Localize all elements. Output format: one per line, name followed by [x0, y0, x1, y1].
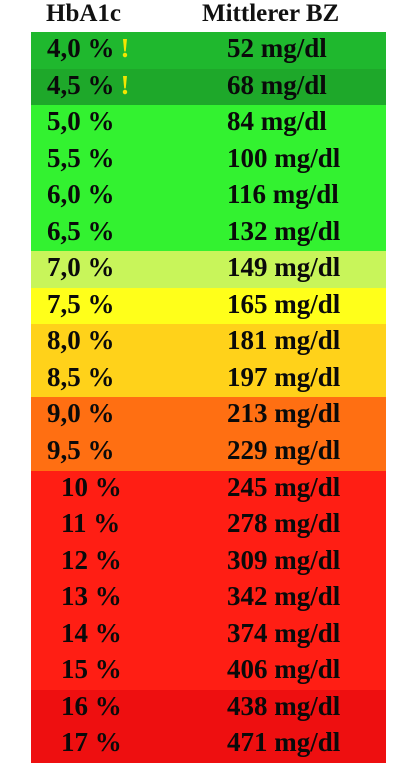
hba1c-value: 7,5 %: [47, 288, 115, 319]
header-hba1c: HbA1c: [46, 0, 121, 27]
hba1c-value: 9,5 %: [47, 435, 115, 466]
blood-glucose-value: 309 mg/dl: [227, 544, 341, 575]
hba1c-value: 14 %: [61, 617, 122, 648]
warning-mark: !: [120, 33, 130, 63]
table-row: 9,0 % 213 mg/dl: [31, 397, 386, 435]
blood-glucose-value: 213 mg/dl: [227, 398, 341, 429]
table-row: 4,5 %! 68 mg/dl: [31, 68, 386, 106]
blood-glucose-value: 116 mg/dl: [227, 179, 339, 210]
blood-glucose-value: 278 mg/dl: [227, 508, 341, 539]
table-row: 11 % 278 mg/dl: [31, 507, 386, 544]
hba1c-value: 16 %: [61, 690, 122, 721]
table-row: 6,5 % 132 mg/dl: [31, 214, 386, 252]
hba1c-cell: 4,0 %!: [47, 33, 130, 64]
table-row: 17 % 471 mg/dl: [31, 726, 386, 763]
table-row: 5,5 % 100 mg/dl: [31, 141, 386, 179]
hba1c-value: 5,5 %: [47, 142, 115, 173]
table-row: 7,0 % 149 mg/dl: [31, 251, 386, 288]
blood-glucose-value: 181 mg/dl: [227, 325, 341, 356]
table-row: 9,5 % 229 mg/dl: [31, 434, 386, 471]
blood-glucose-value: 100 mg/dl: [227, 142, 341, 173]
hba1c-value: 13 %: [61, 581, 122, 612]
blood-glucose-value: 406 mg/dl: [227, 654, 341, 685]
blood-glucose-value: 68 mg/dl: [227, 69, 327, 100]
hba1c-value: 8,5 %: [47, 361, 115, 392]
hba1c-value: 17 %: [61, 727, 122, 758]
hba1c-value: 12 %: [61, 544, 122, 575]
blood-glucose-value: 52 mg/dl: [227, 33, 327, 63]
table-row: 8,0 % 181 mg/dl: [31, 324, 386, 361]
blood-glucose-value: 374 mg/dl: [227, 617, 341, 648]
blood-glucose-value: 132 mg/dl: [227, 215, 341, 246]
hba1c-value: 6,0 %: [47, 179, 115, 210]
table-row: 14 % 374 mg/dl: [31, 616, 386, 654]
hba1c-value: 4,5 %: [47, 69, 115, 100]
blood-glucose-value: 149 mg/dl: [227, 252, 341, 283]
hba1c-value: 4,0 %: [47, 33, 115, 63]
table-row: 7,5 % 165 mg/dl: [31, 287, 386, 325]
blood-glucose-value: 165 mg/dl: [227, 288, 341, 319]
hba1c-value: 11 %: [61, 508, 121, 539]
blood-glucose-value: 438 mg/dl: [227, 690, 341, 721]
table-row: 16 % 438 mg/dl: [31, 689, 386, 727]
table-header: HbA1c Mittlerer BZ: [0, 0, 400, 32]
warning-mark: !: [120, 69, 130, 100]
hba1c-value: 10 %: [61, 471, 122, 502]
hba1c-value: 5,0 %: [47, 106, 115, 137]
hba1c-cell: 4,5 %!: [47, 70, 130, 101]
table-row: 6,0 % 116 mg/dl: [31, 178, 386, 215]
blood-glucose-value: 245 mg/dl: [227, 471, 341, 502]
blood-glucose-value: 197 mg/dl: [227, 361, 341, 392]
blood-glucose-value: 342 mg/dl: [227, 581, 341, 612]
hba1c-value: 9,0 %: [47, 398, 115, 429]
blood-glucose-value: 229 mg/dl: [227, 435, 341, 466]
header-mittlerer-bz: Mittlerer BZ: [202, 0, 340, 27]
hba1c-value: 8,0 %: [47, 325, 115, 356]
hba1c-value: 15 %: [61, 654, 122, 685]
hba1c-value: 7,0 %: [47, 252, 115, 283]
table-row: 4,0 %! 52 mg/dl: [31, 32, 386, 69]
table-row: 15 % 406 mg/dl: [31, 653, 386, 690]
blood-glucose-value: 84 mg/dl: [227, 106, 327, 137]
table-row: 12 % 309 mg/dl: [31, 543, 386, 581]
table-row: 8,5 % 197 mg/dl: [31, 360, 386, 398]
hba1c-table: 4,0 %! 52 mg/dl 4,5 %! 68 mg/dl 5,0 % 84 mg/d…: [31, 32, 386, 763]
table-row: 13 % 342 mg/dl: [31, 580, 386, 617]
hba1c-value: 6,5 %: [47, 215, 115, 246]
table-row: 10 % 245 mg/dl: [31, 470, 386, 508]
blood-glucose-value: 471 mg/dl: [227, 727, 341, 758]
table-row: 5,0 % 84 mg/dl: [31, 105, 386, 142]
